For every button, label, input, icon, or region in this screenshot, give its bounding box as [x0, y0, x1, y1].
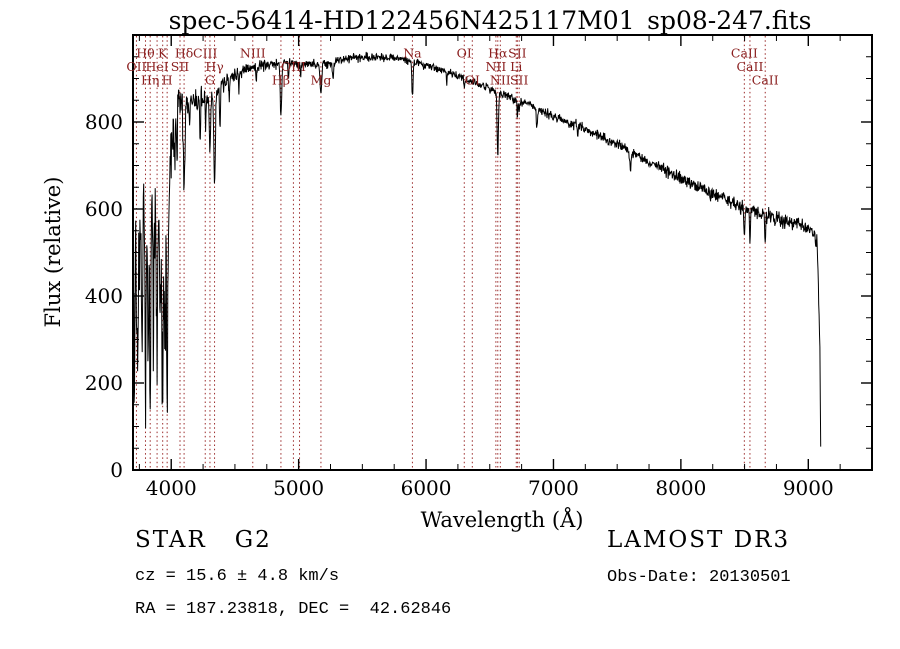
spectral-line-label: OIII — [281, 59, 306, 74]
spectral-line-label: NIII — [240, 46, 266, 61]
spectral-line-label: Hη — [141, 73, 159, 88]
spectral-line-label: CaII — [731, 46, 758, 61]
spectral-line-label: Mg — [311, 73, 332, 88]
spectral-line-label: SII — [508, 46, 527, 61]
spectral-line-label: OII — [126, 59, 146, 74]
x-tick-label: 8000 — [655, 476, 706, 500]
spectral-line-label: Hα — [488, 46, 508, 61]
plot-frame — [132, 34, 873, 471]
spectral-line-label: Hθ — [136, 46, 154, 61]
spectrum-curve — [132, 51, 822, 447]
x-tick-label: 5000 — [273, 476, 324, 500]
y-tick-label: 0 — [110, 458, 123, 482]
spectral-line-label: Hγ — [205, 59, 223, 74]
x-tick-label: 9000 — [783, 476, 834, 500]
spectral-line-label: Li — [510, 59, 522, 74]
y-axis-label: Flux (relative) — [41, 177, 65, 328]
spectral-line-label: SII — [171, 59, 190, 74]
plot-title: spec-56414-HD122456N425117M01_sp08-247.f… — [168, 6, 812, 35]
spectral-line-label: OI — [457, 46, 472, 61]
x-tick-label: 4000 — [146, 476, 197, 500]
spectral-line-label: H — [162, 73, 173, 88]
survey-label: LAMOST DR3 — [607, 527, 791, 553]
y-tick-label: 800 — [85, 110, 123, 134]
x-axis-label: Wavelength (Å) — [421, 507, 584, 532]
spectral-line-label: G — [205, 73, 215, 88]
spectral-line-label: NII — [485, 59, 506, 74]
spectral-line-label: CaII — [752, 73, 779, 88]
spectral-line-label: NII — [490, 73, 511, 88]
y-tick-label: 400 — [85, 284, 123, 308]
spectral-line-label: HeI — [145, 59, 168, 74]
spectral-line-label: Hδ — [175, 46, 193, 61]
spectral-line-label: K — [158, 46, 168, 61]
ra-dec-value: RA = 187.23818, DEC = 42.62846 — [135, 600, 452, 619]
object-class-label: STAR G2 — [135, 527, 272, 553]
spectral-line-label: CIII — [193, 46, 217, 61]
y-tick-label: 600 — [85, 197, 123, 221]
spectral-line-label: OI — [465, 73, 480, 88]
spectral-line-label: Na — [403, 46, 422, 61]
y-tick-label: 200 — [85, 371, 123, 395]
spectral-line-label: SII — [510, 73, 529, 88]
x-tick-label: 6000 — [401, 476, 452, 500]
spectral-line-label: CaII — [736, 59, 763, 74]
obs-date-value: Obs-Date: 20130501 — [607, 568, 791, 587]
cz-value: cz = 15.6 ± 4.8 km/s — [135, 567, 340, 586]
spectral-line-label: Hβ — [272, 73, 290, 88]
x-tick-label: 7000 — [528, 476, 579, 500]
